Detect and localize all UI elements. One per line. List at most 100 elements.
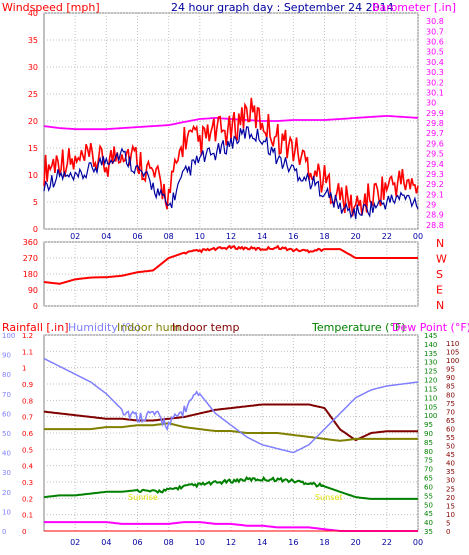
temperature-tick-label: 135 [424, 350, 437, 358]
wind-tick-label: 20 [28, 117, 38, 126]
plot-lines [43, 97, 419, 532]
dew-point-tick-label: 105 [446, 349, 459, 357]
temperature-tick-label: 35 [424, 528, 433, 536]
rain-tick-label: 0.8 [22, 397, 33, 405]
dew-point-tick-label: 25 [446, 485, 455, 493]
dew-point-tick-label: 75 [446, 400, 455, 408]
dew-point-tick-label: 95 [446, 366, 455, 374]
baro-tick-label: 29.9 [426, 109, 444, 118]
baro-tick-label: 28.9 [426, 211, 444, 220]
hour-tick-label: 02 [70, 232, 80, 241]
direction-tick-label: 90 [28, 286, 38, 295]
humidity-tick-label: 0 [2, 528, 6, 536]
indoor-hum-line [44, 422, 418, 442]
dew-point-tick-label: 30 [446, 477, 455, 485]
hour-tick-label: 20 [351, 538, 361, 547]
dew-point-tick-label: 35 [446, 468, 455, 476]
dew-point-tick-label: 15 [446, 502, 455, 510]
hour-tick-label: 06 [132, 232, 142, 241]
temperature-tick-label: 100 [424, 412, 437, 420]
wind-tick-label: 0 [33, 225, 38, 234]
humidity-tick-label: 50 [2, 430, 11, 438]
temperature-tick-label: 70 [424, 466, 433, 474]
dew-point-tick-label: 100 [446, 357, 459, 365]
hour-tick-label: 08 [164, 232, 174, 241]
humidity-tick-label: 70 [2, 391, 11, 399]
hour-tick-label: 16 [288, 232, 298, 241]
hour-tick-label: 20 [351, 232, 361, 241]
date-title: 24 hour graph day : September 24 2014 [171, 1, 394, 14]
baro-tick-label: 30 [426, 99, 436, 108]
legend-humidity: Humidity (%) [68, 321, 140, 334]
hour-tick-label: 02 [70, 538, 80, 547]
barometer-title: Barometer [.in] [372, 1, 456, 14]
dew-point-tick-label: 0 [446, 528, 450, 536]
legend-indoor-hum: Indoor hum [117, 321, 180, 334]
rain-tick-label: 0.6 [22, 430, 34, 438]
temperature-line [43, 475, 418, 500]
hour-tick-label: 08 [164, 538, 174, 547]
dew-point-tick-label: 110 [446, 340, 459, 348]
temperature-tick-label: 65 [424, 475, 433, 483]
hour-tick-label: 12 [226, 232, 236, 241]
dew-point-tick-label: 85 [446, 383, 455, 391]
temperature-tick-label: 90 [424, 430, 433, 438]
direction-tick-label: 180 [23, 270, 38, 279]
temperature-tick-label: 125 [424, 368, 437, 376]
dew-point-tick-label: 60 [446, 425, 455, 433]
baro-tick-label: 29.5 [426, 150, 444, 159]
hour-tick-label: 22 [382, 232, 392, 241]
temperature-tick-label: 40 [424, 519, 433, 527]
windspeed-line [43, 126, 419, 220]
wind-tick-label: 30 [28, 63, 38, 72]
hour-tick-label: 04 [101, 232, 111, 241]
dew-point-tick-label: 40 [446, 460, 455, 468]
temperature-tick-label: 45 [424, 510, 433, 518]
hour-tick-label: 00 [413, 232, 423, 241]
rain-tick-label: 0.9 [22, 381, 33, 389]
compass-label: N [436, 237, 444, 250]
hour-tick-label: 18 [319, 232, 329, 241]
direction-line [43, 244, 418, 285]
compass-label: W [436, 253, 447, 266]
humidity-tick-label: 40 [2, 450, 11, 458]
dew-point-tick-label: 80 [446, 391, 455, 399]
humidity-tick-label: 90 [2, 352, 11, 360]
baro-tick-label: 30.1 [426, 88, 444, 97]
dew-point-tick-label: 70 [446, 408, 455, 416]
rain-tick-label: 1 [22, 365, 26, 373]
legend-dew-point: Dew Point (°F) [392, 321, 469, 334]
baro-tick-label: 29.6 [426, 139, 444, 148]
temperature-tick-label: 75 [424, 457, 433, 465]
hour-tick-label: 18 [319, 538, 329, 547]
sunrise-label: Sunrise [128, 493, 158, 502]
baro-tick-label: 30.6 [426, 38, 444, 47]
dew-point-tick-label: 50 [446, 443, 455, 451]
hour-tick-label: 14 [257, 538, 267, 547]
hour-tick-label: 16 [288, 538, 298, 547]
rain-tick-label: 0.3 [22, 479, 33, 487]
compass-label: S [436, 268, 443, 281]
humidity-tick-label: 100 [2, 332, 15, 340]
hour-tick-label: 06 [132, 538, 142, 547]
hour-tick-label: 04 [101, 538, 111, 547]
hour-tick-label: 00 [413, 538, 423, 547]
temperature-tick-label: 115 [424, 385, 437, 393]
indoor-temp-line [43, 403, 418, 442]
dew-point-tick-label: 45 [446, 451, 455, 459]
temperature-tick-label: 130 [424, 359, 437, 367]
rain-tick-label: 1.1 [22, 348, 33, 356]
legend-rainfall: Rainfall [.in] [2, 321, 69, 334]
baro-tick-label: 28.8 [426, 221, 444, 230]
temperature-tick-label: 105 [424, 403, 437, 411]
humidity-tick-label: 80 [2, 371, 11, 379]
dew-point-tick-label: 20 [446, 494, 455, 502]
hour-tick-label: 14 [257, 232, 267, 241]
wind-tick-label: 35 [28, 36, 38, 45]
dew-point-tick-label: 90 [446, 374, 455, 382]
barometer-line [43, 114, 419, 131]
dew-point-tick-label: 55 [446, 434, 455, 442]
baro-tick-label: 29.4 [426, 160, 444, 169]
sunset-label: Sunset [315, 493, 342, 502]
